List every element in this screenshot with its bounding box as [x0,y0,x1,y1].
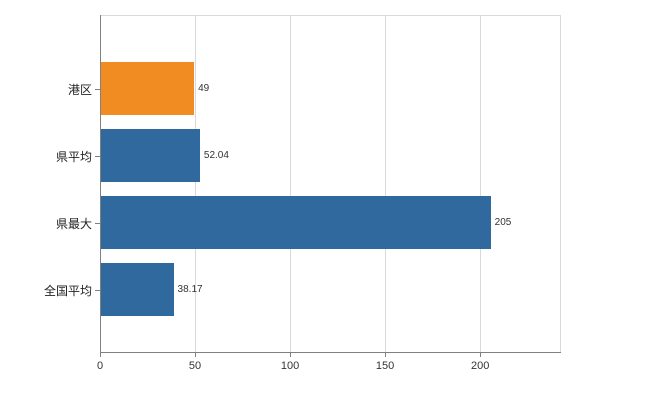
x-tick-label-0: 0 [96,360,104,372]
x-tick-label-50: 50 [188,360,202,372]
value-label-1: 52.04 [203,149,229,161]
y-tick-3 [95,289,100,291]
gridline-x-200 [480,15,482,352]
y-axis-line [100,15,101,353]
x-tick-0 [100,353,101,357]
bar-2 [101,196,491,249]
category-label-2: 県最大 [55,216,92,231]
y-tick-0 [95,88,100,90]
plot-border-top [100,15,560,16]
bar-1 [101,129,200,182]
x-tick-150 [385,353,387,357]
value-label-0: 49 [198,82,210,94]
gridline-x-50 [195,15,197,352]
bar-3 [101,263,174,316]
plot-border-right [560,15,561,352]
y-tick-2 [95,222,100,224]
x-tick-100 [290,353,292,357]
x-tick-200 [480,353,482,357]
category-label-0: 港区 [67,82,92,97]
x-tick-label-100: 100 [280,360,300,372]
category-label-3: 全国平均 [43,283,92,298]
x-tick-label-150: 150 [375,360,395,372]
bar-0 [101,62,195,115]
x-axis-line [100,352,561,353]
gridline-x-150 [385,15,387,352]
x-tick-label-200: 200 [470,360,490,372]
value-label-2: 205 [494,216,512,228]
category-label-1: 県平均 [55,149,92,164]
x-tick-50 [195,353,197,357]
value-label-3: 38.17 [177,283,203,295]
y-tick-1 [95,155,100,157]
gridline-x-100 [290,15,292,352]
